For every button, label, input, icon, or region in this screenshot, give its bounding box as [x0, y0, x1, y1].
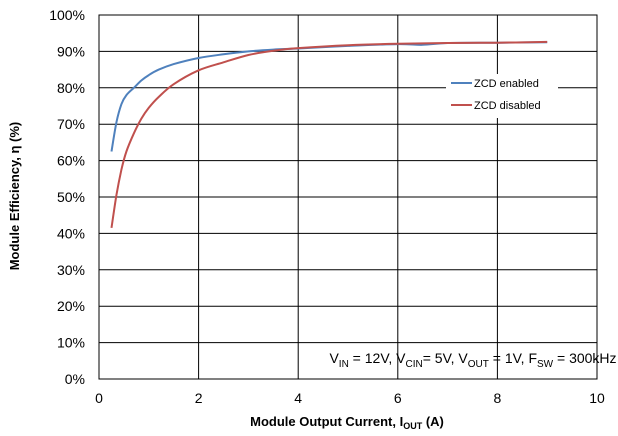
y-tick-label: 80% — [57, 80, 85, 96]
annotation-subscript: IN — [339, 359, 349, 370]
y-tick-label: 20% — [57, 298, 85, 314]
y-tick-label: 0% — [65, 371, 85, 387]
y-axis-ticks: 0% 10% 20% 30% 40% 50% 60% 70% 80% 90% 100% — [49, 7, 85, 387]
series-line-zcd-disabled — [110, 40, 548, 229]
annotation-text: = 1V, F — [489, 350, 537, 366]
y-tick-label: 60% — [57, 153, 85, 169]
series-layer — [110, 40, 548, 229]
annotation-text: = 300kHz — [553, 350, 616, 366]
y-tick-label: 100% — [49, 7, 85, 23]
x-tick-label: 4 — [294, 390, 302, 406]
x-axis-ticks: 0 2 4 6 8 10 — [95, 390, 605, 406]
annotation-text: = 12V, V — [349, 350, 406, 366]
y-tick-label: 10% — [57, 335, 85, 351]
x-tick-label: 8 — [494, 390, 502, 406]
legend-label-zcd-disabled: ZCD disabled — [474, 100, 541, 112]
x-tick-label: 6 — [394, 390, 402, 406]
legend-box — [446, 74, 558, 118]
x-tick-label: 10 — [589, 390, 605, 406]
operating-conditions-annotation: VIN = 12V, VCIN= 5V, VOUT = 1V, FSW = 30… — [329, 350, 616, 370]
x-axis-title-main: Module Output Current, I — [250, 414, 403, 429]
y-tick-label: 70% — [57, 116, 85, 132]
x-axis-title: Module Output Current, IOUT (A) — [250, 414, 444, 431]
annotation-subscript: CIN — [406, 359, 423, 370]
y-tick-label: 40% — [57, 225, 85, 241]
x-axis-title-subscript: OUT — [403, 421, 423, 431]
x-tick-label: 0 — [95, 390, 103, 406]
plot-frame — [98, 14, 598, 380]
annotation-text: V — [329, 350, 339, 366]
series-line-zcd-enabled — [110, 41, 548, 152]
y-tick-label: 50% — [57, 189, 85, 205]
y-tick-label: 90% — [57, 43, 85, 59]
annotation-text: = 5V, V — [423, 350, 469, 366]
x-axis-title-unit: (A) — [422, 414, 444, 429]
x-tick-label: 2 — [195, 390, 203, 406]
annotation-subscript: OUT — [468, 359, 489, 370]
legend-label-zcd-enabled: ZCD enabled — [474, 78, 539, 90]
y-tick-label: 30% — [57, 262, 85, 278]
legend: ZCD enabled ZCD disabled — [446, 74, 558, 118]
annotation-subscript: SW — [537, 359, 554, 370]
y-axis-title: Module Efficiency, η (%) — [7, 122, 22, 271]
